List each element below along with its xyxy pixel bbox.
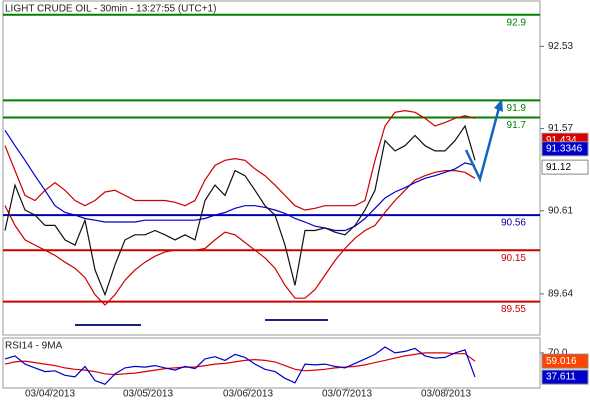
- last-value-label: 59.016: [546, 356, 577, 367]
- x-tick-label: 03/06/2013: [223, 389, 273, 400]
- y-tick-label: 70.0: [548, 348, 568, 359]
- x-tick-label: 03/08/2013: [421, 389, 471, 400]
- level-label: 91.7: [507, 120, 527, 131]
- last-value-tag: [541, 369, 589, 385]
- series-line: [4, 124, 476, 297]
- x-tick-label: 03/05/2013: [123, 389, 173, 400]
- support-marks: [75, 319, 328, 326]
- last-value-label: 91.3346: [546, 143, 583, 154]
- panel-title: LIGHT CRUDE OIL - 30min - 13:27:55 (UTC+…: [5, 4, 216, 15]
- panel: 70.0 03/04/2013 03/05/2013 03/06/2013 03/07/…: [2, 337, 568, 400]
- last-value-tag: [541, 159, 589, 175]
- y-tick-label: 91.57: [548, 123, 573, 134]
- last-value-tag: [541, 353, 589, 369]
- level-label: 89.55: [501, 304, 526, 315]
- y-tick-label: 90.61: [548, 205, 573, 216]
- level-label: 92.9: [507, 17, 527, 28]
- panel-title: RSI14 - 9MA: [5, 341, 63, 352]
- last-value-label: 37.611: [546, 372, 576, 383]
- last-value-label: 91.434: [546, 135, 577, 146]
- series-line: [4, 170, 476, 306]
- x-tick-label: 03/04/2013: [25, 389, 75, 400]
- plot-frame: [2, 0, 541, 336]
- plot-frame: [2, 337, 541, 389]
- y-tick-label: 89.64: [548, 289, 573, 300]
- series-line: [4, 109, 476, 211]
- level-label: 90.15: [501, 253, 526, 264]
- level-label: 90.56: [501, 218, 526, 229]
- panel: 92.53 91.57 90.61 89.64 92.9 91.9 91.7 90.56 90.…: [2, 0, 573, 336]
- forecast-arrow: [464, 103, 502, 183]
- series-line: [4, 129, 476, 232]
- last-value-label: 91.12: [546, 162, 571, 173]
- arrow-head: [494, 99, 503, 112]
- x-tick-label: 03/07/2013: [322, 389, 372, 400]
- last-value-tag: [541, 141, 589, 157]
- series-line: [4, 346, 476, 386]
- level-label: 91.9: [507, 103, 527, 114]
- y-tick-label: 92.53: [548, 41, 573, 52]
- series-line: [4, 352, 476, 376]
